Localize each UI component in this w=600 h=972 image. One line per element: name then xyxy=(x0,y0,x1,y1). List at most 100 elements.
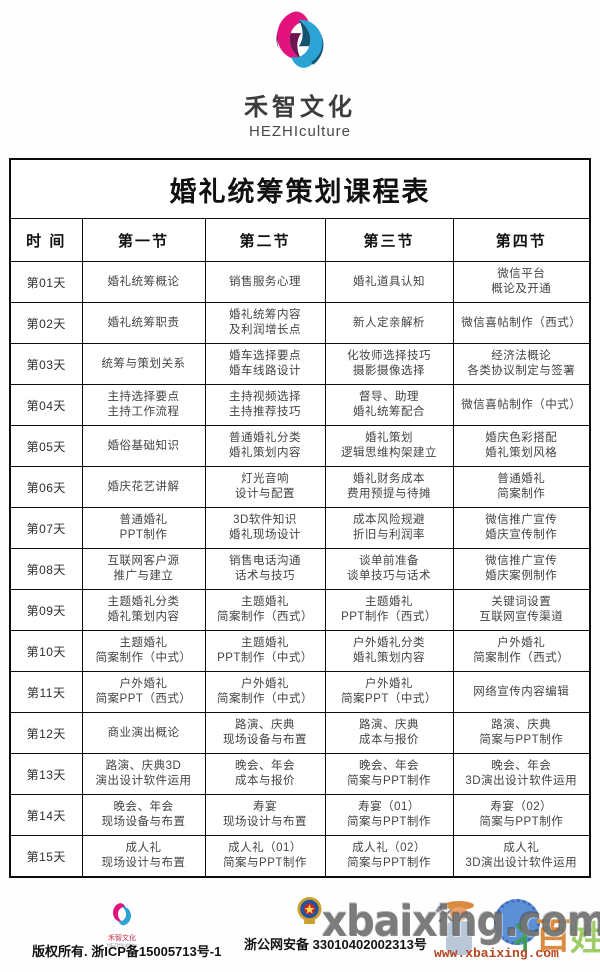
day-cell: 第08天 xyxy=(9,548,83,590)
course-cell: 路演、庆典 现场设备与布置 xyxy=(204,712,326,754)
brand-name: 禾智文化 xyxy=(244,94,356,121)
table-row: 第06天 婚庆花艺讲解 灯光音响 设计与配置 婚礼财务成本 费用预提与待摊 普通婚礼 简案制作 xyxy=(9,466,591,508)
watermark-text: xbaixing.com xyxy=(322,897,600,947)
mascot-char-3: 姓 xyxy=(570,921,600,958)
course-cell: 户外婚礼 简案制作（中式） xyxy=(204,671,326,713)
course-cell: 婚礼统筹概论 xyxy=(81,261,206,303)
table-row: 第04天 主持选择要点 主持工作流程 主持视频选择 主持推荐技巧 督导、助理 婚礼统筹配合微… xyxy=(9,384,591,426)
course-cell: 寿宴（01） 简案与PPT制作 xyxy=(324,794,454,836)
table-row: 第07天 普通婚礼 PPT制作 3D软件知识 婚礼现场设计 成本风险规避 折旧与利润率 微信推… xyxy=(9,507,591,549)
column-header-4: 第四节 xyxy=(452,218,591,262)
course-cell: 晚会、年会 3D演出设计软件运用 xyxy=(452,753,591,795)
course-cell: 互联网客户源 推广与建立 xyxy=(81,548,206,590)
course-cell: 灯光音响 设计与配置 xyxy=(204,466,326,508)
course-cell: 化妆师选择技巧 摄影摄像选择 xyxy=(324,343,454,385)
day-cell: 第14天 xyxy=(9,794,83,836)
course-cell: 婚庆花艺讲解 xyxy=(81,466,206,508)
course-cell: 主题婚礼 简案制作（中式） xyxy=(81,630,206,672)
public-security-badge-icon xyxy=(297,897,322,924)
course-cell: 主题婚礼 PPT制作（西式） xyxy=(324,589,454,631)
footer-brand-name: 禾智文化 xyxy=(108,935,136,942)
course-cell: 微信喜帖制作（中式） xyxy=(452,384,591,426)
day-cell: 第04天 xyxy=(9,384,83,426)
course-cell: 微信平台 概论及开通 xyxy=(452,261,591,303)
course-cell: 成人礼 现场设计与布置 xyxy=(81,835,206,878)
course-cell: 微信推广宣传 婚庆宣传制作 xyxy=(452,507,591,549)
table-title-row: 婚礼统筹策划课程表 xyxy=(9,158,591,219)
day-cell: 第03天 xyxy=(9,343,83,385)
course-cell: 督导、助理 婚礼统筹配合 xyxy=(324,384,454,426)
course-cell: 婚礼道具认知 xyxy=(324,261,454,303)
course-cell: 成人礼（02） 简案与PPT制作 xyxy=(324,835,454,878)
table-row: 第01天 婚礼统筹概论 销售服务心理 婚礼道具认知 微信平台 概论及开通 xyxy=(9,261,591,303)
icp-copyright: 版权所有. 浙ICP备15005713号-1 xyxy=(32,944,222,959)
table-row: 第14天 晚会、年会 现场设备与布置 寿宴 现场设计与布置 寿宴（01） 简案与PPT制作寿… xyxy=(9,794,591,836)
table-row: 第03天 统筹与策划关系 婚车选择要点 婚车线路设计 化妆师选择技巧 摄影摄像选择 经济法概… xyxy=(9,343,591,385)
course-cell: 微信喜帖制作（西式） xyxy=(452,302,591,344)
course-cell: 普通婚礼 PPT制作 xyxy=(81,507,206,549)
course-cell: 晚会、年会 现场设备与布置 xyxy=(81,794,206,836)
mascot-graphic: ⚒ 丬 百 姓 xyxy=(432,899,600,963)
day-cell: 第15天 xyxy=(9,835,83,878)
day-cell: 第07天 xyxy=(9,507,83,549)
security-record-number: 浙公网安备 33010402002313号 xyxy=(244,937,427,952)
course-cell: 户外婚礼 简案PPT（西式） xyxy=(81,671,206,713)
course-cell: 谈单前准备 谈单技巧与话术 xyxy=(324,548,454,590)
day-cell: 第05天 xyxy=(9,425,83,467)
footer-logo: 禾智文化 HEZHIculture xyxy=(92,901,152,949)
course-cell: 关键词设置 互联网宣传渠道 xyxy=(452,589,591,631)
footer: 禾智文化 HEZHIculture 版权所有. 浙ICP备15005713号-1… xyxy=(0,893,600,972)
farmer-body-icon xyxy=(446,921,472,955)
table-header-row: 时 间第一节 第二节 第三节 第四节 xyxy=(9,218,591,262)
table-row: 第09天 主题婚礼分类 婚礼策划内容 主题婚礼 简案制作（西式） 主题婚礼 PPT制作（西式… xyxy=(9,589,591,631)
mascot-char-1: 丬 xyxy=(507,918,541,956)
course-cell: 婚俗基础知识 xyxy=(81,425,206,467)
farmer-hat-icon xyxy=(444,901,474,910)
course-cell: 成本风险规避 折旧与利润率 xyxy=(324,507,454,549)
table-row: 第11天 户外婚礼 简案PPT（西式） 户外婚礼 简案制作（中式） 户外婚礼 简案PPT（中… xyxy=(9,671,591,713)
course-cell: 统筹与策划关系 xyxy=(81,343,206,385)
course-cell: 路演、庆典 成本与报价 xyxy=(324,712,454,754)
day-cell: 第02天 xyxy=(9,302,83,344)
course-cell: 普通婚礼 简案制作 xyxy=(452,466,591,508)
day-cell: 第12天 xyxy=(9,712,83,754)
day-cell: 第10天 xyxy=(9,630,83,672)
header-brand: 禾智文化 HEZHIculture xyxy=(0,6,600,140)
brand-name-en: HEZHIculture xyxy=(248,123,352,140)
course-cell: 户外婚礼 简案制作（西式） xyxy=(452,630,591,672)
course-cell: 寿宴 现场设计与布置 xyxy=(204,794,326,836)
course-table: 婚礼统筹策划课程表 时 间第一节 第二节 第三节 第四节 第01天 婚礼统筹概论 销售服务… xyxy=(9,158,592,878)
day-cell: 第11天 xyxy=(9,671,83,713)
hezhi-logo-icon xyxy=(276,11,324,68)
course-cell: 婚礼财务成本 费用预提与待摊 xyxy=(324,466,454,508)
course-cell: 网络宣传内容编辑 xyxy=(452,671,591,713)
table-row: 第12天 商业演出概论 路演、庆典 现场设备与布置 路演、庆典 成本与报价 路演、庆典 简案与… xyxy=(9,712,591,754)
course-cell: 成人礼（01） 简案与PPT制作 xyxy=(204,835,326,878)
table-row: 第13天 路演、庆典3D 演出设计软件运用 晚会、年会 成本与报价 晚会、年会 简案与PPT… xyxy=(9,753,591,795)
course-cell: 婚庆色彩搭配 婚礼策划风格 xyxy=(452,425,591,467)
day-cell: 第06天 xyxy=(9,466,83,508)
course-cell: 路演、庆典 简案与PPT制作 xyxy=(452,712,591,754)
table-row: 第02天 婚礼统筹职责 婚礼统筹内容 及利润增长点 新人定亲解析 微信喜帖制作（西式） xyxy=(9,302,591,344)
course-cell: 销售服务心理 xyxy=(204,261,326,303)
table-row: 第05天 婚俗基础知识 普通婚礼分类 婚礼策划内容 婚礼策划 逻辑思维构架建立 婚庆色彩搭配… xyxy=(9,425,591,467)
table-row: 第08天 互联网客户源 推广与建立 销售电话沟通 话术与技巧 谈单前准备 谈单技巧与话术 微信… xyxy=(9,548,591,590)
course-cell: 普通婚礼分类 婚礼策划内容 xyxy=(204,425,326,467)
column-header-1: 第一节 xyxy=(81,218,206,262)
table-row: 第10天 主题婚礼 简案制作（中式） 主题婚礼 PPT制作（中式） 户外婚礼分类 婚礼策划内… xyxy=(9,630,591,672)
course-cell: 主持选择要点 主持工作流程 xyxy=(81,384,206,426)
column-header-2: 第二节 xyxy=(204,218,326,262)
course-cell: 晚会、年会 简案与PPT制作 xyxy=(324,753,454,795)
course-cell: 主题婚礼 简案制作（西式） xyxy=(204,589,326,631)
course-cell: 婚车选择要点 婚车线路设计 xyxy=(204,343,326,385)
table-title: 婚礼统筹策划课程表 xyxy=(9,158,591,219)
course-cell: 主题婚礼分类 婚礼策划内容 xyxy=(81,589,206,631)
course-cell: 商业演出概论 xyxy=(81,712,206,754)
mascot-char-2: 百 xyxy=(535,916,572,956)
course-cell: 路演、庆典3D 演出设计软件运用 xyxy=(81,753,206,795)
farmer-head-icon xyxy=(450,907,468,921)
blue-rosette-icon xyxy=(494,899,540,945)
column-header-3: 第三节 xyxy=(324,218,454,262)
watermark-url: www.xbaixing.com xyxy=(434,946,559,961)
